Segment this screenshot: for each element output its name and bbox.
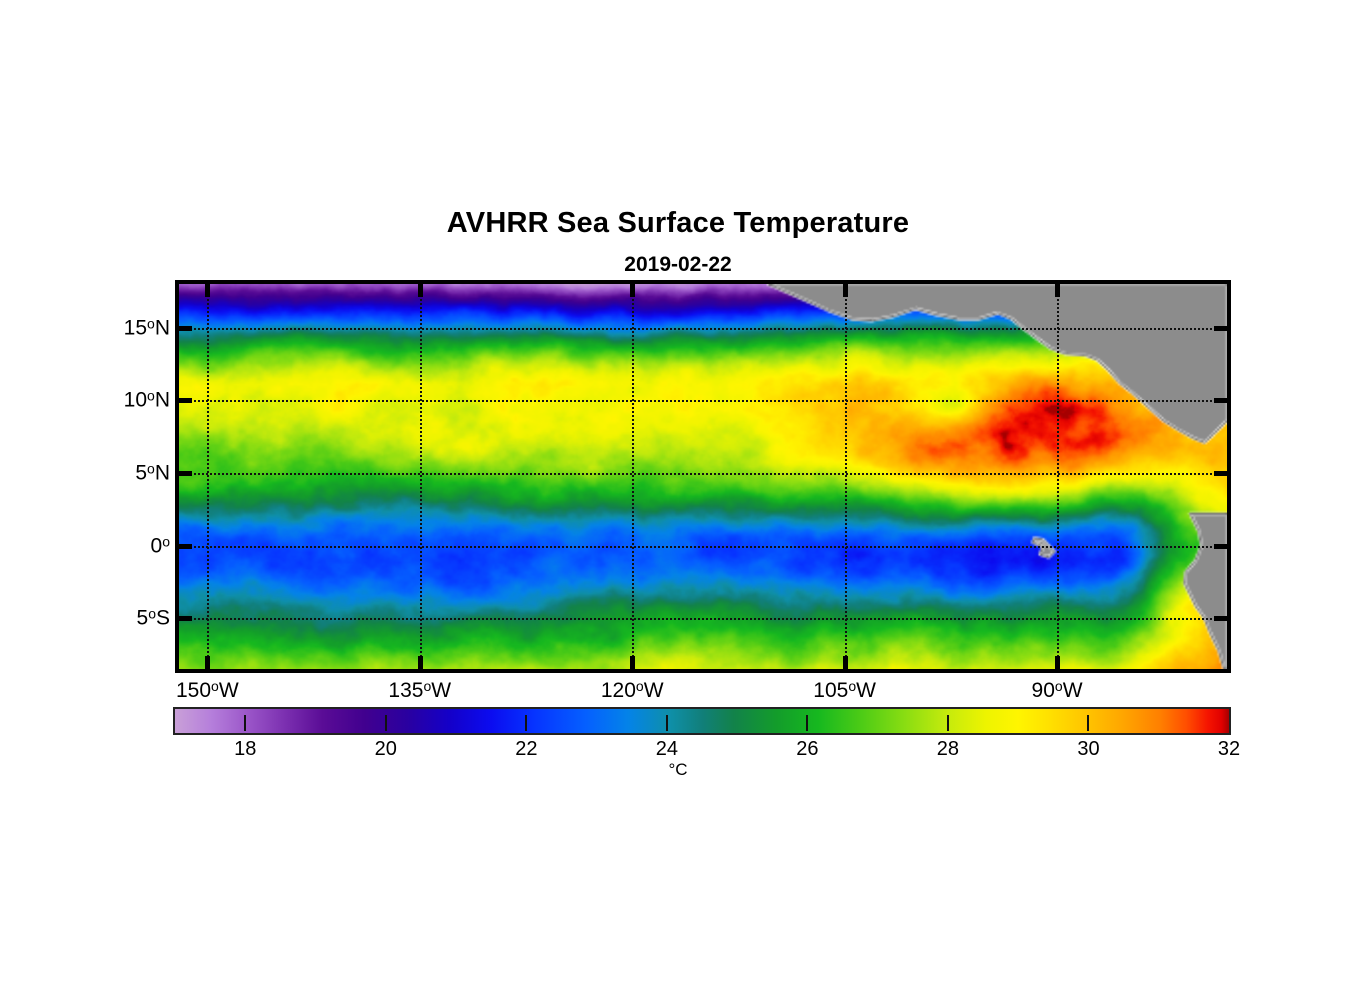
colorbar-tick-24 bbox=[665, 715, 668, 731]
tick-lon-top-105 bbox=[842, 284, 848, 297]
colorbar-tick-26 bbox=[806, 715, 809, 731]
y-axis-tick-label-3: 0o bbox=[150, 533, 170, 557]
x-axis-tick-label-3: 105oW bbox=[813, 678, 876, 702]
tick-lat-left-0 bbox=[179, 543, 192, 549]
tick-lon-bottom-120 bbox=[630, 656, 636, 669]
colorbar-unit-label: °C bbox=[668, 760, 688, 779]
tick-lon-top-150 bbox=[205, 284, 211, 297]
colorbar-gradient bbox=[175, 709, 1229, 733]
colorbar-tick-label-22: 22 bbox=[515, 738, 538, 760]
y-axis-tick-label-4: 5oS bbox=[136, 605, 171, 630]
tick-lat-right-10 bbox=[1214, 398, 1227, 404]
tick-lat-left-15 bbox=[179, 325, 192, 331]
tick-lon-bottom-150 bbox=[205, 656, 211, 669]
colorbar-tick-label-32: 32 bbox=[1217, 738, 1241, 760]
y-axis-tick-label-2: 5oN bbox=[135, 460, 170, 485]
tick-lat-left-5 bbox=[179, 470, 192, 476]
y-axis-tick-label-0: 15oN bbox=[123, 315, 170, 340]
tick-lat-left-10 bbox=[179, 398, 192, 404]
tick-lat-left-5 bbox=[179, 616, 192, 622]
y-axis-tick-label-1: 10oN bbox=[123, 387, 170, 412]
colorbar-tick-label-18: 18 bbox=[234, 738, 257, 760]
tick-lon-bottom-105 bbox=[842, 656, 848, 669]
tick-lon-top-120 bbox=[630, 284, 636, 297]
map-plot-area bbox=[175, 280, 1231, 673]
chart-subtitle: 2019-02-22 bbox=[624, 253, 732, 276]
x-axis-tick-label-4: 90oW bbox=[1031, 678, 1083, 702]
colorbar-tick-label-30: 30 bbox=[1077, 738, 1100, 760]
tick-lon-top-90 bbox=[1055, 284, 1061, 297]
colorbar-tick-30 bbox=[1087, 715, 1090, 731]
colorbar-tick-18 bbox=[244, 715, 247, 731]
x-axis-tick-label-0: 150oW bbox=[175, 678, 239, 702]
x-axis-tick-label-1: 135oW bbox=[388, 678, 452, 702]
colorbar-tick-label-28: 28 bbox=[936, 738, 960, 760]
tick-lat-right-0 bbox=[1214, 543, 1227, 549]
tick-lat-right-5 bbox=[1214, 470, 1227, 476]
tick-lon-top-135 bbox=[417, 284, 423, 297]
chart-title: AVHRR Sea Surface Temperature bbox=[446, 207, 910, 239]
colorbar-tick-20 bbox=[384, 715, 387, 731]
colorbar-tick-28 bbox=[946, 715, 949, 731]
colorbar-tick-22 bbox=[525, 715, 528, 731]
tick-lon-bottom-90 bbox=[1055, 656, 1061, 669]
sst-heatmap-canvas bbox=[179, 284, 1227, 669]
tick-lat-right-5 bbox=[1214, 616, 1227, 622]
tick-lat-right-15 bbox=[1214, 325, 1227, 331]
colorbar-tick-label-26: 26 bbox=[796, 738, 819, 760]
colorbar-tick-label-24: 24 bbox=[655, 738, 678, 760]
tick-lon-bottom-135 bbox=[417, 656, 423, 669]
x-axis-tick-label-2: 120oW bbox=[600, 678, 664, 702]
colorbar bbox=[173, 707, 1231, 735]
colorbar-tick-label-20: 20 bbox=[374, 738, 397, 760]
